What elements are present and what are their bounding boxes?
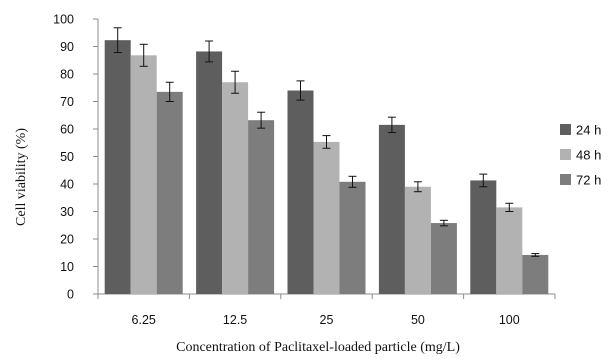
bar-24h-50 (378, 124, 405, 294)
error-bar (165, 81, 174, 102)
y-tick-label: 70 (60, 95, 74, 109)
legend-swatch (560, 149, 571, 160)
bar-24h-6.25 (104, 40, 131, 294)
y-axis-title: Cell viability (%) (14, 128, 29, 226)
bars (104, 40, 549, 295)
x-axis-title: Concentration of Paclitaxel-loaded parti… (176, 340, 460, 355)
legend-item: 24 h (560, 123, 601, 138)
y-tick-label: 20 (60, 233, 74, 247)
bar-48h-100 (496, 207, 523, 294)
error-bar (479, 173, 488, 188)
bar-48h-50 (404, 186, 431, 294)
x-axis: 6.25 12.5 25 50 100 (97, 293, 556, 327)
y-tick-label: 60 (60, 123, 74, 137)
y-axis: 0 10 20 30 40 50 60 70 80 90 100 (53, 13, 99, 302)
error-bar (296, 80, 305, 101)
legend: 24 h 48 h 72 h (560, 123, 601, 188)
error-bar (348, 175, 357, 188)
bar-72h-12.5 (248, 120, 275, 294)
legend-label: 24 h (576, 123, 601, 138)
error-bar (439, 219, 448, 227)
x-tick-label: 12.5 (223, 313, 247, 327)
bar-72h-25 (339, 181, 366, 294)
bar-24h-100 (470, 180, 497, 294)
y-tick-label: 80 (60, 68, 74, 82)
bar-72h-100 (522, 254, 549, 294)
legend-label: 72 h (576, 173, 601, 188)
error-bar (322, 135, 331, 149)
error-bar (531, 253, 540, 257)
y-tick-label: 90 (60, 40, 74, 54)
error-bar (257, 111, 266, 129)
bar-48h-25 (313, 141, 340, 294)
bar-72h-6.25 (156, 91, 183, 294)
bar-72h-50 (430, 223, 457, 294)
bar-48h-6.25 (130, 55, 157, 294)
x-tick-label: 100 (499, 313, 520, 327)
error-bar (205, 40, 214, 63)
legend-label: 48 h (576, 148, 601, 163)
bar-24h-25 (287, 90, 314, 294)
error-bar (505, 202, 514, 212)
legend-swatch (560, 124, 571, 135)
error-bar (139, 43, 148, 67)
error-bars (113, 27, 540, 257)
x-tick-label: 6.25 (132, 313, 156, 327)
legend-swatch (560, 174, 571, 185)
y-tick-label: 100 (53, 13, 74, 27)
error-bar (113, 27, 122, 54)
y-tick-label: 10 (60, 260, 74, 274)
y-tick-label: 30 (60, 205, 74, 219)
x-tick-label: 25 (320, 313, 334, 327)
bar-24h-12.5 (196, 51, 223, 295)
x-tick-label: 50 (411, 313, 425, 327)
y-tick-label: 50 (60, 150, 74, 164)
bar-48h-12.5 (222, 82, 249, 294)
error-bar (231, 70, 240, 94)
y-tick-label: 0 (67, 288, 74, 302)
legend-item: 72 h (560, 173, 601, 188)
error-bar (413, 181, 422, 193)
y-tick-label: 40 (60, 178, 74, 192)
error-bar (387, 116, 396, 134)
legend-item: 48 h (560, 148, 601, 163)
